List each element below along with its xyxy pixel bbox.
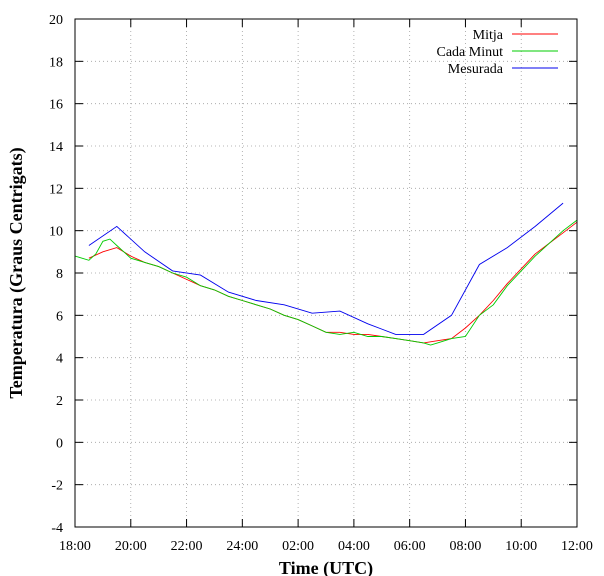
x-tick-label: 10:00 [505,539,537,554]
series-line-cada-minut [74,219,578,346]
x-tick-label: 04:00 [338,539,370,554]
legend-label: Mitja [473,28,504,43]
legend: Mitja Cada Minut Mesurada [437,28,558,77]
tick-labels: -4 -2 0 2 4 6 8 10 12 14 16 18 20 18:00 20:00 22:00 24:0… [49,13,593,554]
y-tick-label: 4 [56,352,63,367]
series-line-mesurada [88,202,564,335]
y-tick-label: 6 [56,309,63,324]
y-tick-label: 8 [56,267,63,282]
x-axis-title: Time (UTC) [279,558,373,576]
x-tick-label: 12:00 [561,539,593,554]
x-tick-label: 20:00 [115,539,147,554]
y-tick-label: 16 [49,98,63,113]
y-axis-title: Temperatura (Graus Centrigats) [6,147,27,398]
series-line-mitja [88,221,578,344]
y-tick-label: 12 [49,182,63,197]
y-tick-label: 14 [49,140,63,155]
y-tick-label: 20 [49,13,63,28]
axis-ticks [74,18,578,528]
series-lines [74,202,578,346]
plot-frame [74,18,578,528]
y-tick-label: 0 [56,436,63,451]
x-tick-label: 24:00 [226,539,258,554]
x-tick-label: 06:00 [394,539,426,554]
x-tick-label: 22:00 [171,539,203,554]
y-tick-label: 10 [49,225,63,240]
y-tick-label: 2 [56,394,63,409]
x-tick-label: 18:00 [59,539,91,554]
x-tick-label: 08:00 [449,539,481,554]
y-tick-label: -4 [51,521,63,536]
grid [75,19,577,527]
legend-label: Cada Minut [437,45,504,60]
legend-label: Mesurada [448,62,504,77]
x-tick-label: 02:00 [282,539,314,554]
y-tick-label: -2 [51,479,63,494]
y-tick-label: 18 [49,55,63,70]
